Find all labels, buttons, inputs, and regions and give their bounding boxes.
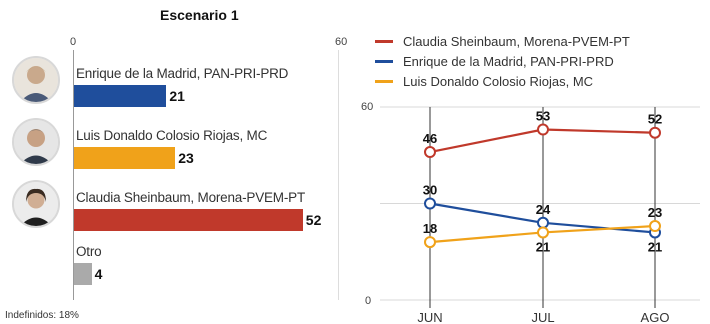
- y-axis-max-label: 60: [361, 101, 373, 113]
- bar-value-label: 52: [305, 212, 322, 228]
- y-axis-min-label: 0: [365, 295, 371, 307]
- data-point-marker: [537, 216, 549, 229]
- legend-label: Luis Donaldo Colosio Riojas, MC: [403, 73, 594, 89]
- bar-label: Otro: [76, 244, 102, 259]
- bar-axis-line: [73, 50, 74, 300]
- data-point-marker: [649, 126, 661, 139]
- data-point-label: 46: [423, 131, 437, 146]
- data-point-marker: [537, 226, 549, 239]
- legend-swatch: [375, 39, 393, 43]
- bar: [74, 263, 92, 285]
- legend-item: Luis Donaldo Colosio Riojas, MC: [375, 73, 593, 89]
- candidate-photo-3: [12, 180, 60, 228]
- bar-axis-max-label: 60: [335, 36, 348, 48]
- data-point-label: 53: [536, 109, 550, 124]
- bar-label: Claudia Sheinbaum, Morena-PVEM-PT: [76, 190, 306, 205]
- chart-title: Escenario 1: [160, 7, 239, 23]
- legend-label: Claudia Sheinbaum, Morena-PVEM-PT: [403, 33, 630, 49]
- data-point-label: 52: [648, 112, 662, 127]
- data-point-label: 23: [648, 205, 662, 220]
- data-point-label: 21: [648, 239, 662, 254]
- candidate-photo-2: [12, 118, 60, 166]
- bar: [74, 209, 303, 231]
- candidate-photo-1: [12, 56, 60, 104]
- bar-value-label: 4: [94, 266, 103, 282]
- person-photo-icon: [14, 182, 58, 226]
- bar-value-label: 23: [178, 150, 194, 166]
- line-series-group: 46 53 52 30 24 21 18 21 23: [423, 109, 662, 255]
- data-point-label: 18: [423, 221, 437, 236]
- bar-value-label: 21: [169, 88, 185, 104]
- legend-item: Claudia Sheinbaum, Morena-PVEM-PT: [375, 33, 630, 49]
- data-point-marker: [649, 220, 661, 233]
- x-tick-label: AGO: [641, 310, 670, 324]
- footnote: Indefinidos: 18%: [5, 310, 79, 321]
- data-point-label: 24: [536, 202, 551, 217]
- data-point-label: 30: [423, 183, 437, 198]
- legend-label: Enrique de la Madrid, PAN-PRI-PRD: [403, 53, 614, 69]
- bar-label: Enrique de la Madrid, PAN-PRI-PRD: [76, 66, 289, 81]
- person-photo-icon: [14, 58, 58, 102]
- legend-item: Enrique de la Madrid, PAN-PRI-PRD: [375, 53, 614, 69]
- bar-axis-end-line: [338, 50, 339, 300]
- data-point-marker: [424, 146, 436, 159]
- line-chart: 60 0 46 53 52 30 24 21 18 21 23 JUN JUL AGO: [361, 101, 700, 324]
- bar: [74, 147, 176, 169]
- data-point-marker: [537, 123, 549, 136]
- data-point-label: 21: [536, 239, 550, 254]
- bar: [74, 85, 167, 107]
- legend-swatch: [375, 79, 393, 83]
- legend-swatch: [375, 59, 393, 63]
- person-photo-icon: [14, 120, 58, 164]
- x-tick-label: JUN: [417, 310, 442, 324]
- data-point-marker: [424, 236, 436, 249]
- bar-axis-min-label: 0: [70, 36, 77, 48]
- x-tick-label: JUL: [531, 310, 554, 324]
- data-point-marker: [424, 197, 436, 210]
- bar-label: Luis Donaldo Colosio Riojas, MC: [76, 128, 268, 143]
- x-tick-labels: JUN JUL AGO: [417, 310, 669, 324]
